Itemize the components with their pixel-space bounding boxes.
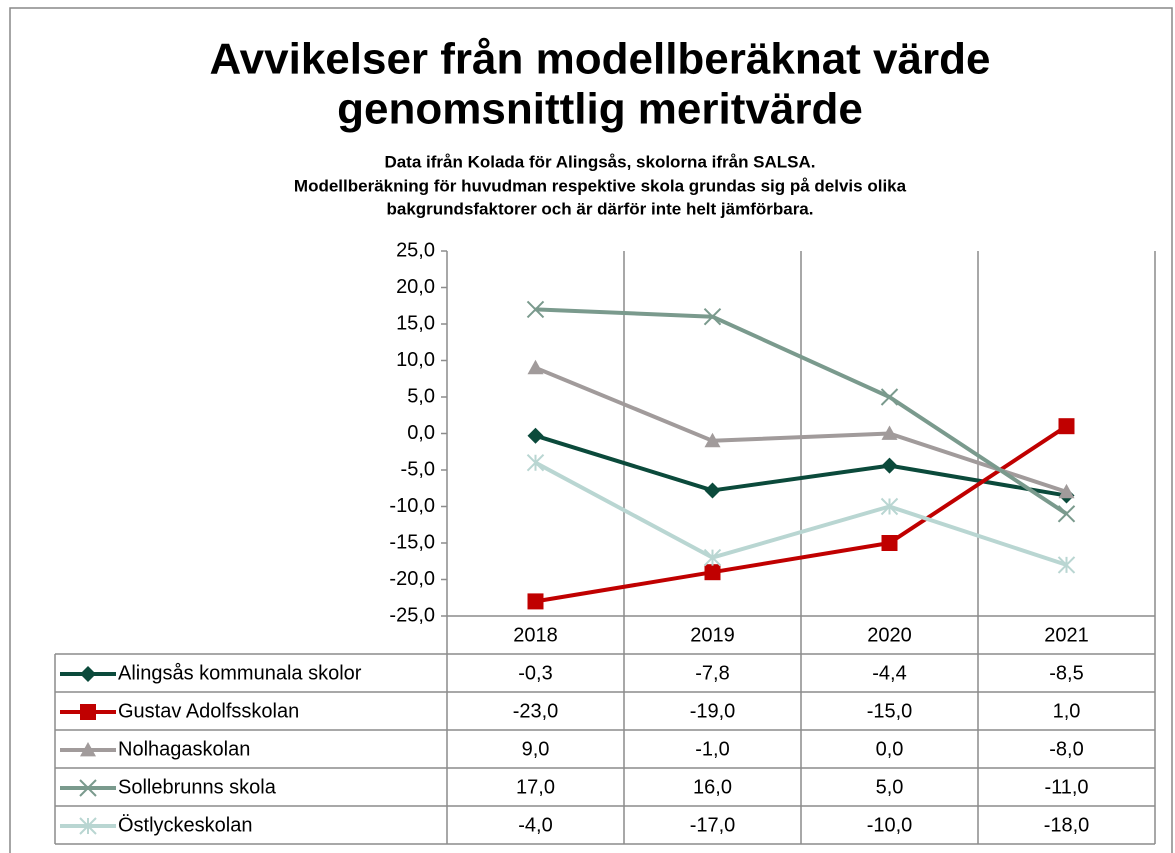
legend-label: Gustav Adolfsskolan (118, 700, 299, 722)
legend-label: Östlyckeskolan (118, 814, 253, 836)
legend-marker (80, 742, 96, 757)
table-value: -17,0 (690, 814, 736, 836)
data-point (881, 425, 898, 440)
x-tick-label: 2019 (690, 624, 735, 646)
data-point (527, 359, 544, 375)
x-tick-label: 2021 (1044, 624, 1089, 646)
table-value: -8,5 (1049, 662, 1083, 684)
table-value: -11,0 (1044, 776, 1088, 798)
legend-label: Alingsås kommunala skolor (118, 662, 362, 684)
legend-marker (79, 779, 97, 797)
series-line (534, 365, 1068, 494)
table-value: 9,0 (522, 738, 550, 760)
table-value: -7,8 (695, 662, 729, 684)
y-tick-label: -5,0 (401, 458, 435, 480)
chart-title: Avvikelser från modellberäknat värde (210, 35, 991, 84)
legend-label: Nolhagaskolan (118, 738, 250, 760)
series-line (534, 433, 1067, 498)
y-tick-label: -20,0 (389, 568, 435, 590)
data-point (880, 388, 899, 406)
legend-marker (80, 666, 96, 682)
data-point (704, 432, 721, 448)
y-tick-label: 15,0 (396, 312, 435, 334)
data-point (880, 497, 899, 516)
legend-marker (80, 704, 96, 720)
legend-marker (79, 817, 97, 835)
y-tick-label: -15,0 (389, 531, 435, 553)
y-tick-label: 0,0 (407, 422, 435, 444)
table-value: 1,0 (1053, 700, 1081, 722)
data-point (881, 535, 898, 551)
series-line (535, 424, 1068, 604)
data-point (1057, 505, 1076, 523)
data-point (527, 427, 544, 444)
y-tick-label: 20,0 (396, 276, 435, 298)
y-tick-label: 10,0 (396, 349, 435, 371)
chart-subtitle: Modellberäkning för huvudman respektive … (294, 176, 907, 195)
y-tick-label: 25,0 (396, 239, 435, 261)
data-point (526, 453, 545, 472)
table-value: -18,0 (1044, 814, 1090, 836)
table-value: -8,0 (1049, 738, 1083, 760)
x-tick-label: 2018 (513, 624, 558, 646)
y-tick-label: -10,0 (389, 495, 435, 517)
x-tick-label: 2020 (867, 624, 912, 646)
table-value: -0,3 (518, 662, 552, 684)
table-value: -10,0 (867, 814, 913, 836)
legend-label: Sollebrunns skola (118, 776, 277, 798)
chart-border (9, 7, 1173, 853)
chart-subtitle: bakgrundsfaktorer och är därför inte hel… (387, 199, 814, 218)
data-point (1057, 556, 1076, 574)
data-point (527, 593, 544, 610)
y-tick-label: 5,0 (407, 385, 435, 407)
series-line (535, 307, 1068, 516)
data-point (704, 564, 721, 581)
table-value: 5,0 (876, 776, 904, 798)
table-value: -15,0 (867, 700, 913, 722)
table-value: -4,4 (872, 662, 906, 684)
data-point (526, 300, 545, 319)
table-value: -23,0 (513, 700, 559, 722)
table-value: 17,0 (516, 776, 555, 798)
data-point (1058, 418, 1075, 435)
table-value: -1,0 (695, 738, 729, 760)
data-point (703, 307, 722, 326)
table-value: 16,0 (693, 776, 732, 798)
table-value: 0,0 (876, 738, 904, 760)
series-line (534, 460, 1068, 567)
data-point (881, 457, 898, 474)
y-tick-label: -25,0 (389, 604, 435, 626)
data-point (703, 548, 722, 567)
data-point (1058, 483, 1075, 499)
chart-subtitle: Data ifrån Kolada för Alingsås, skolorna… (384, 152, 815, 171)
chart-title: genomsnittlig meritvärde (337, 85, 863, 134)
table-value: -4,0 (518, 814, 552, 836)
table-value: -19,0 (690, 700, 736, 722)
data-point (704, 482, 721, 499)
